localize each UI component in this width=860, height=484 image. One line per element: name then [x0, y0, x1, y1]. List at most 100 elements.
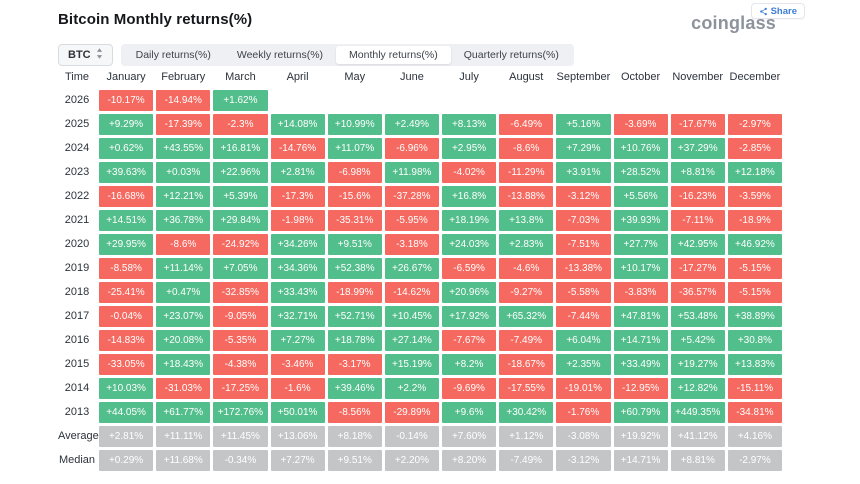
return-cell: -16.68% — [99, 186, 154, 207]
return-cell: -7.11% — [670, 210, 725, 231]
return-cell: -5.35% — [213, 330, 268, 351]
return-cell: +20.08% — [156, 330, 211, 351]
return-cell: -6.96% — [384, 138, 439, 159]
month-column-header: July — [459, 71, 479, 83]
return-cell: +17.92% — [442, 306, 497, 327]
return-cell: +5.56% — [613, 186, 668, 207]
return-cell: -9.69% — [442, 378, 497, 399]
return-cell: -10.17% — [99, 90, 154, 111]
return-cell: +8.13% — [442, 114, 497, 135]
return-cell: +5.16% — [556, 114, 611, 135]
return-cell: -9.27% — [499, 282, 554, 303]
table-row: 2015 -33.05% +18.43% -4.38% -3.46% -3.17% +15.… — [58, 354, 782, 375]
return-cell: +28.52% — [613, 162, 668, 183]
return-cell: +37.29% — [670, 138, 725, 159]
return-cell: -17.25% — [213, 378, 268, 399]
return-cell: -8.6% — [156, 234, 211, 255]
return-cell: -15.11% — [727, 378, 782, 399]
return-cell: +10.45% — [384, 306, 439, 327]
return-cell: +7.27% — [270, 330, 325, 351]
month-column-header: August — [509, 71, 544, 83]
tab-daily-returns[interactable]: Daily returns(%) — [123, 46, 224, 64]
return-cell: -17.39% — [156, 114, 211, 135]
return-cell: +50.01% — [270, 402, 325, 423]
return-cell: -24.92% — [213, 234, 268, 255]
return-cell: -13.38% — [556, 258, 611, 279]
row-label: 2021 — [64, 214, 90, 226]
table-row: 2022 -16.68% +12.21% +5.39% -17.3% -15.6% -37.… — [58, 186, 782, 207]
return-cell: -18.9% — [727, 210, 782, 231]
return-cell: +24.03% — [442, 234, 497, 255]
share-button-label: Share — [770, 5, 797, 17]
return-cell: +14.71% — [613, 450, 668, 471]
table-row: 2013 +44.05% +61.77% +172.76% +50.01% -8.56% -… — [58, 402, 782, 423]
return-cell: -3.46% — [270, 354, 325, 375]
return-cell — [728, 90, 782, 111]
share-button[interactable]: Share — [750, 3, 805, 19]
return-cell: -0.34% — [213, 450, 268, 471]
return-cell: +15.19% — [384, 354, 439, 375]
return-cell: -25.41% — [99, 282, 154, 303]
month-column-header: October — [621, 71, 661, 83]
tab-quarterly-returns[interactable]: Quarterly returns(%) — [451, 46, 572, 64]
return-cell: -5.58% — [556, 282, 611, 303]
return-cell: +2.2% — [384, 378, 439, 399]
return-cell: +42.95% — [670, 234, 725, 255]
return-cell — [671, 90, 725, 111]
table-row: Average +2.81% +11.11% +11.45% +13.06% +8.18%… — [58, 426, 782, 447]
return-cell: -4.38% — [213, 354, 268, 375]
table-row: 2020 +29.95% -8.6% -24.92% +34.26% +9.51% -3.1… — [58, 234, 782, 255]
return-cell: -35.31% — [327, 210, 382, 231]
month-column-header: January — [106, 71, 146, 83]
sort-arrows-icon — [96, 48, 103, 62]
return-cell: +1.62% — [213, 90, 268, 111]
return-cell: -0.14% — [384, 426, 439, 447]
return-cell: +18.43% — [156, 354, 211, 375]
return-cell: +30.8% — [727, 330, 782, 351]
return-cell: -14.76% — [270, 138, 325, 159]
return-cell: +5.42% — [670, 330, 725, 351]
return-cell: +7.29% — [556, 138, 611, 159]
row-label: 2025 — [64, 118, 90, 130]
table-row: 2023 +39.63% +0.03% +22.96% +2.81% -6.98% +11.… — [58, 162, 782, 183]
symbol-select[interactable]: BTC — [58, 44, 113, 66]
table-row: 2014 +10.03% -31.03% -17.25% -1.6% +39.46% +2.… — [58, 378, 782, 399]
return-cell: -17.3% — [270, 186, 325, 207]
return-cell: +14.71% — [613, 330, 668, 351]
return-cell: -36.57% — [670, 282, 725, 303]
return-cell: -13.88% — [499, 186, 554, 207]
return-cell — [499, 90, 553, 111]
return-cell: +4.16% — [727, 426, 782, 447]
return-cell: -7.67% — [442, 330, 497, 351]
toolbar: BTC Daily returns(%) Weekly returns(%) Mon… — [58, 44, 574, 66]
return-cell: +8.18% — [327, 426, 382, 447]
returns-tab-group: Daily returns(%) Weekly returns(%) Monthly… — [120, 44, 574, 66]
month-column-header: May — [344, 71, 366, 83]
return-cell: +9.51% — [327, 450, 382, 471]
tab-monthly-returns[interactable]: Monthly returns(%) — [336, 46, 451, 64]
return-cell: +0.29% — [99, 450, 154, 471]
return-cell: +18.19% — [442, 210, 497, 231]
return-cell: +14.51% — [99, 210, 154, 231]
return-cell: -31.03% — [156, 378, 211, 399]
return-cell: +65.32% — [499, 306, 554, 327]
return-cell: +27.14% — [384, 330, 439, 351]
return-cell: -3.08% — [556, 426, 611, 447]
return-cell: +2.95% — [442, 138, 497, 159]
return-cell: +2.49% — [384, 114, 439, 135]
return-cell: +30.42% — [499, 402, 554, 423]
row-label: 2014 — [64, 382, 90, 394]
return-cell: +29.95% — [99, 234, 154, 255]
return-cell: +11.98% — [384, 162, 439, 183]
row-label: Median — [58, 454, 96, 466]
share-icon — [759, 7, 768, 16]
return-cell: +18.78% — [327, 330, 382, 351]
return-cell: -7.49% — [499, 450, 554, 471]
row-label: 2024 — [64, 142, 90, 154]
tab-weekly-returns[interactable]: Weekly returns(%) — [224, 46, 336, 64]
table-row: 2026 -10.17% -14.94% +1.62% — [58, 90, 782, 111]
return-cell: +22.96% — [213, 162, 268, 183]
return-cell: +36.78% — [156, 210, 211, 231]
return-cell: +12.18% — [727, 162, 782, 183]
